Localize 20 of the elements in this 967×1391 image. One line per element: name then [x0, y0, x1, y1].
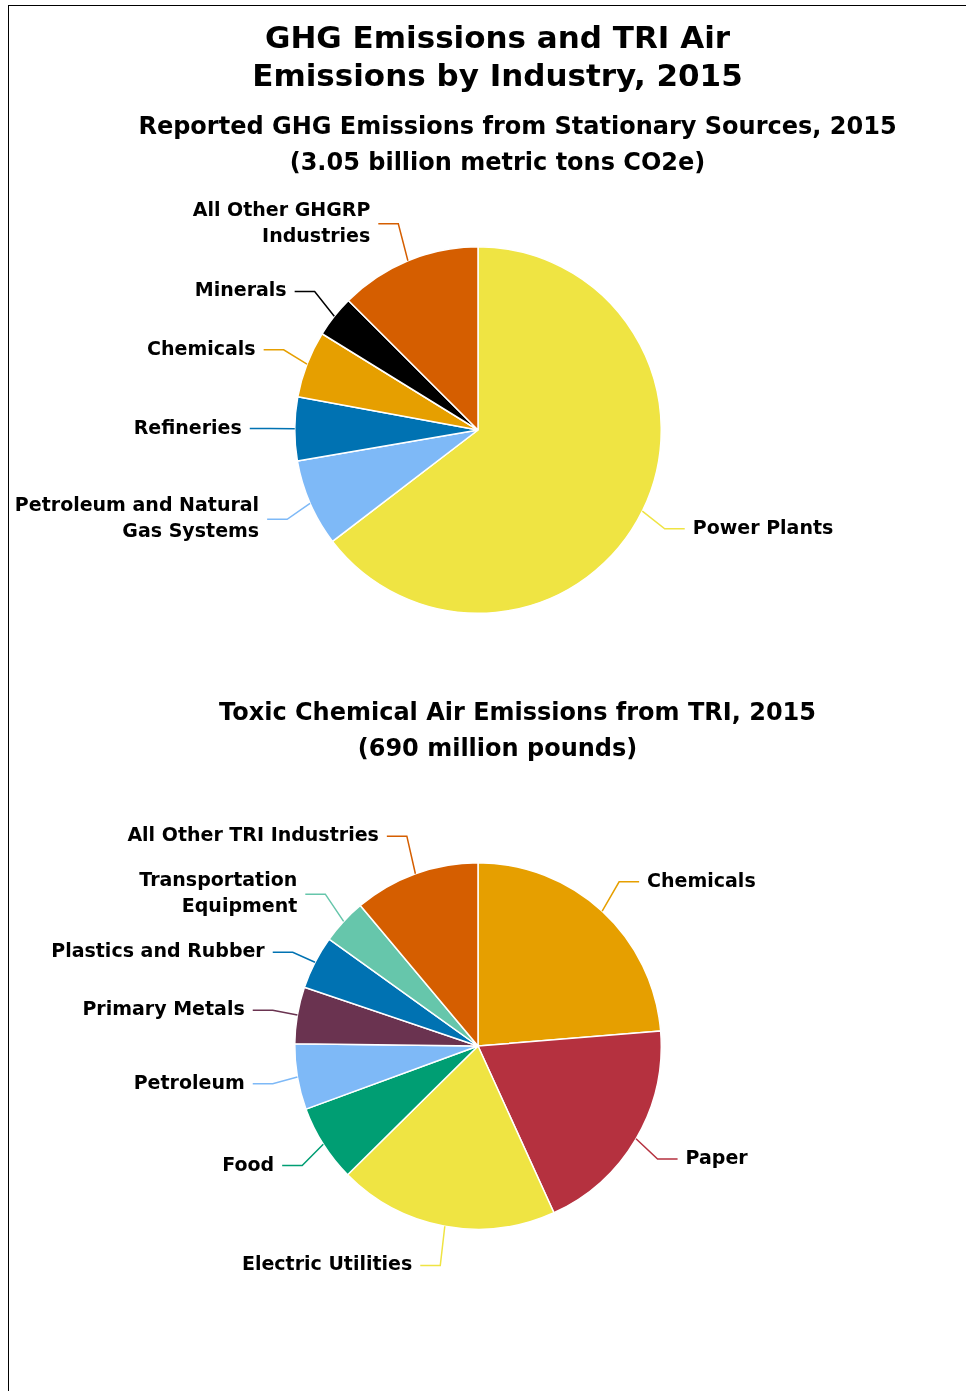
- slice-label: Power Plants: [692, 515, 834, 538]
- slice-label: Chemicals: [647, 868, 756, 891]
- slice-label: Petroleum and Natural Gas Systems: [14, 493, 260, 542]
- slice-label: Refineries: [133, 415, 242, 438]
- slice-label: Paper: [685, 1145, 749, 1168]
- slice-label: Electric Utilities: [241, 1252, 413, 1275]
- slice-label: Transportation Equipment: [139, 868, 298, 917]
- text: GHG Emissions and TRI Air Emissions by Industry, 2015: [251, 18, 744, 94]
- slice-label: Primary Metals: [82, 997, 245, 1020]
- slice-label: Petroleum: [133, 1070, 245, 1093]
- slice-label: Minerals: [194, 278, 287, 301]
- slice-label: All Other GHGRP Industries: [192, 197, 371, 246]
- chart-subtitle: (3.05 billion metric tons CO2e): [288, 147, 707, 178]
- chart-subtitle: (690 million pounds): [356, 733, 639, 764]
- slice-label: All Other TRI Industries: [127, 823, 379, 846]
- slice-label: Chemicals: [147, 336, 256, 359]
- chart-title: Reported GHG Emissions from Stationary Sources, 2015: [137, 111, 898, 142]
- chart-title: Toxic Chemical Air Emissions from TRI, 2015: [218, 697, 817, 728]
- slice-label: Food: [222, 1152, 275, 1175]
- slice-label: Plastics and Rubber: [51, 939, 266, 962]
